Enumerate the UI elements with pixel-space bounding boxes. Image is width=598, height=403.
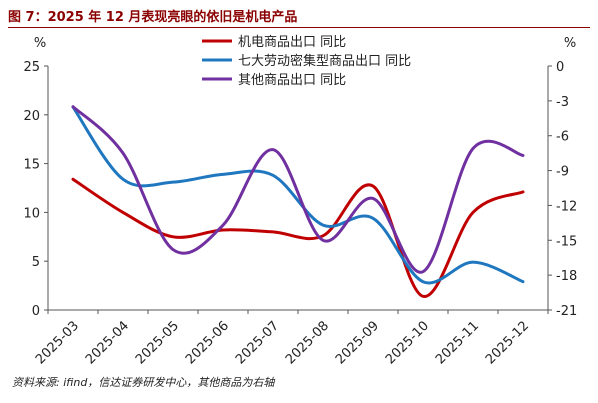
x-tick-label: 2025-06 bbox=[183, 318, 232, 367]
right-tick-label: -18 bbox=[556, 269, 577, 284]
right-tick-label: -12 bbox=[556, 199, 577, 214]
right-tick-label: 0 bbox=[556, 60, 564, 75]
x-tick-label: 2025-03 bbox=[33, 318, 82, 367]
x-tick-label: 2025-12 bbox=[483, 318, 532, 367]
right-tick-label: -15 bbox=[556, 234, 577, 249]
series-lines bbox=[71, 105, 525, 298]
legend-label-series-3: 其他商品出口 同比 bbox=[238, 73, 346, 88]
left-tick-label: 25 bbox=[23, 60, 40, 75]
series-line-3 bbox=[71, 105, 525, 274]
right-tick-label: -9 bbox=[556, 165, 569, 180]
left-tick-label: 20 bbox=[23, 109, 40, 124]
right-tick-label: -6 bbox=[556, 130, 569, 145]
left-axis-ticks: 0 5 10 15 20 25 bbox=[23, 60, 48, 319]
x-tick-label: 2025-11 bbox=[433, 318, 482, 367]
left-axis-unit: % bbox=[34, 36, 46, 51]
x-tick-label: 2025-10 bbox=[383, 318, 432, 367]
source-note: 资料来源: ifind，信达证券研发中心，其他商品为右轴 bbox=[12, 376, 275, 389]
title-rule bbox=[8, 27, 590, 28]
left-tick-label: 5 bbox=[32, 255, 40, 270]
left-tick-label: 0 bbox=[32, 304, 40, 319]
x-axis-ticks: 2025-03 2025-04 2025-05 2025-06 2025-07 2025-… bbox=[33, 310, 549, 367]
x-tick-label: 2025-05 bbox=[133, 318, 182, 367]
x-tick-label: 2025-09 bbox=[333, 318, 382, 367]
right-axis-ticks: -21 -18 -15 -12 -9 -6 -3 0 bbox=[548, 60, 577, 319]
left-tick-label: 10 bbox=[23, 206, 40, 221]
right-axis-unit: % bbox=[564, 36, 576, 51]
series-line-1 bbox=[71, 177, 525, 298]
x-tick-label: 2025-08 bbox=[283, 318, 332, 367]
right-tick-label: -3 bbox=[556, 95, 569, 110]
x-tick-label: 2025-07 bbox=[233, 318, 282, 367]
right-tick-label: -21 bbox=[556, 304, 577, 319]
legend-label-series-2: 七大劳动密集型商品出口 同比 bbox=[238, 53, 411, 69]
left-tick-label: 15 bbox=[23, 158, 40, 173]
legend: 机电商品出口 同比 七大劳动密集型商品出口 同比 其他商品出口 同比 bbox=[202, 35, 411, 88]
legend-label-series-1: 机电商品出口 同比 bbox=[238, 35, 346, 50]
chart-title: 图 7：2025 年 12 月表现亮眼的依旧是机电产品 bbox=[8, 10, 298, 25]
x-tick-label: 2025-04 bbox=[83, 318, 132, 367]
